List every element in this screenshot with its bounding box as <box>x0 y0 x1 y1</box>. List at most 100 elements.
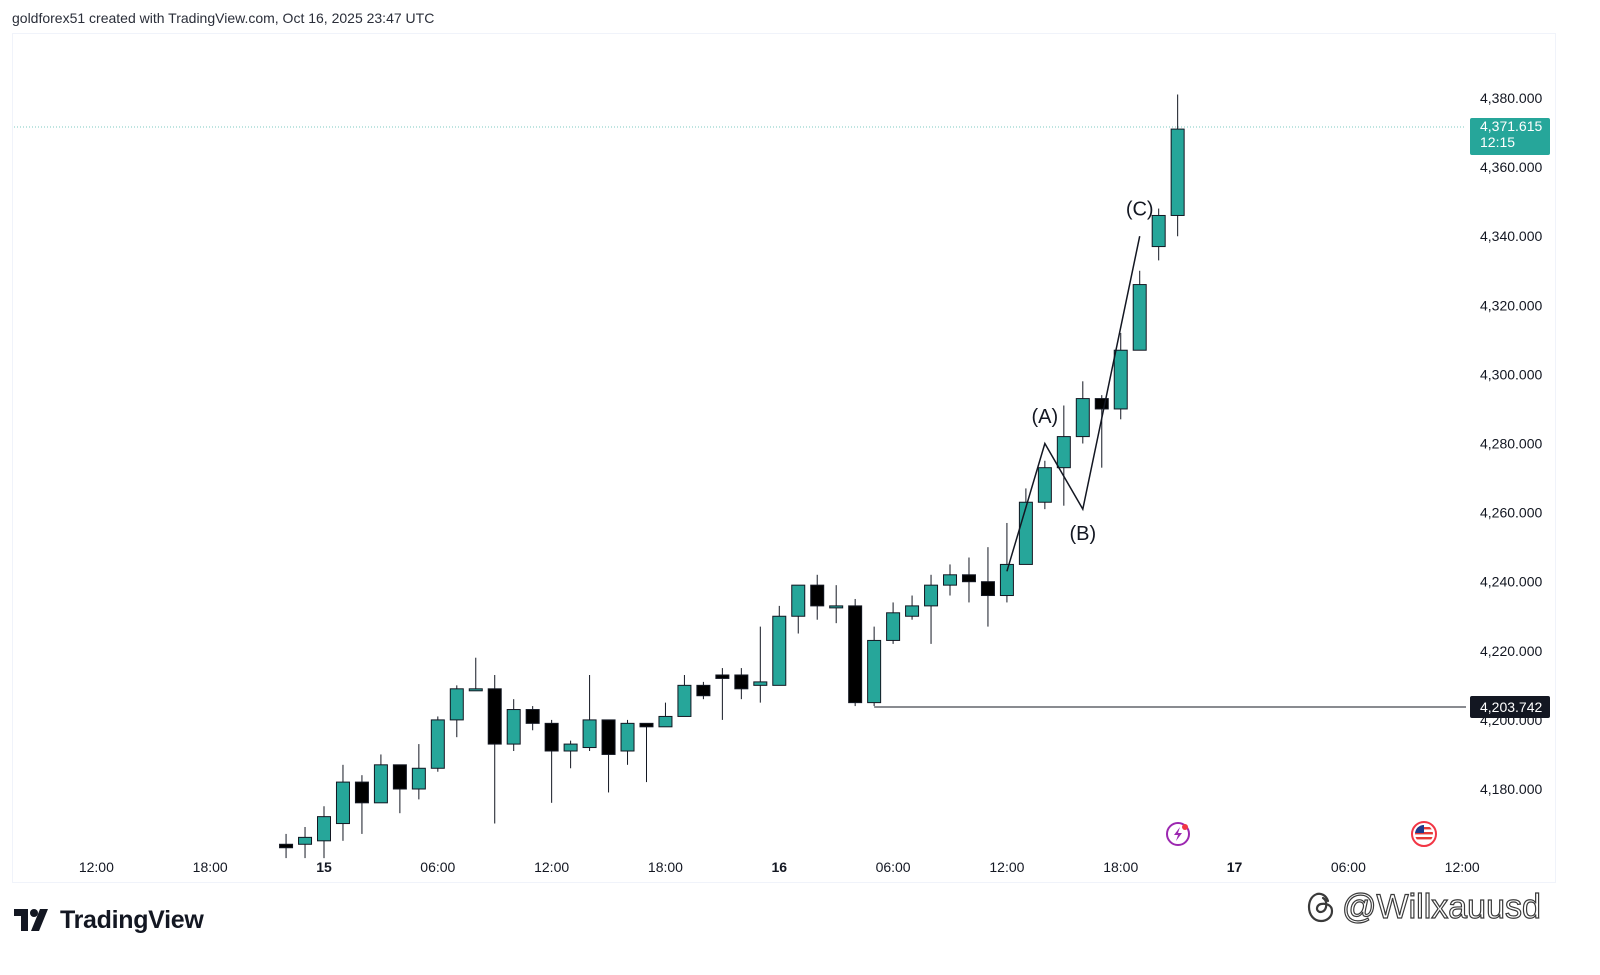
candle <box>772 605 787 686</box>
candle <box>999 522 1014 603</box>
x-tick-label: 16 <box>771 859 787 875</box>
candle <box>298 827 313 859</box>
candle <box>449 685 464 738</box>
y-tick-label: 4,180.000 <box>1480 781 1542 797</box>
x-tick-label: 06:00 <box>1331 859 1366 875</box>
candle-body <box>980 581 995 597</box>
candle-body <box>506 709 521 745</box>
candle-body <box>961 574 976 583</box>
candle <box>468 657 483 692</box>
wave-label: (C) <box>1126 198 1154 220</box>
candle-body <box>867 639 882 704</box>
candle-body <box>999 563 1014 597</box>
candle-body <box>658 715 673 728</box>
candle <box>677 674 692 717</box>
chart-credit: goldforex51 created with TradingView.com… <box>12 10 435 26</box>
x-tick-label: 18:00 <box>648 859 683 875</box>
y-tick-label: 4,380.000 <box>1480 90 1542 106</box>
candle <box>905 595 920 620</box>
candle <box>1170 94 1185 237</box>
x-tick-label: 18:00 <box>193 859 228 875</box>
candle-body <box>1170 128 1185 216</box>
candle <box>696 681 711 700</box>
candle <box>601 719 616 793</box>
candle-body <box>1151 214 1166 248</box>
x-tick-label: 17 <box>1227 859 1243 875</box>
candle-body <box>715 674 730 679</box>
candle-body <box>373 764 388 804</box>
watermark-text: @Willxauusd <box>1341 887 1541 926</box>
candle-body <box>1094 398 1109 410</box>
candle-body <box>449 688 464 721</box>
candle-body <box>639 722 654 728</box>
candle-body <box>582 719 597 749</box>
chart-frame[interactable] <box>12 33 1556 883</box>
candle-body <box>829 605 844 609</box>
candle <box>411 744 426 800</box>
candle <box>829 585 844 624</box>
candle-body <box>298 836 313 845</box>
candle-body <box>734 674 749 690</box>
candle-body <box>677 684 692 717</box>
candle <box>1132 270 1147 351</box>
candle-body <box>563 743 578 752</box>
candle-body <box>1113 349 1128 410</box>
candle <box>943 564 958 596</box>
y-tick-label: 4,340.000 <box>1480 228 1542 244</box>
y-tick-label: 4,360.000 <box>1480 159 1542 175</box>
lightning-event-icon[interactable] <box>1166 822 1190 846</box>
y-tick-label: 4,260.000 <box>1480 505 1542 521</box>
wave-label: (A) <box>1032 406 1059 428</box>
candle-body <box>411 767 426 790</box>
candle <box>1075 381 1090 444</box>
candle <box>734 668 749 700</box>
candle <box>1037 460 1052 510</box>
candle <box>980 547 995 627</box>
candle <box>430 716 445 772</box>
x-tick-label: 12:00 <box>1445 859 1480 875</box>
candle <box>867 626 882 707</box>
level-price-marker-bg <box>1470 695 1550 718</box>
x-tick-label: 15 <box>316 859 332 875</box>
candle <box>279 833 294 859</box>
candle-body <box>392 764 407 790</box>
candle <box>487 674 502 824</box>
candle-body <box>317 816 331 842</box>
candle <box>753 626 768 703</box>
current-price-marker-bg <box>1470 117 1550 155</box>
countdown-label: 12:15 <box>1480 134 1515 150</box>
candle <box>563 740 578 769</box>
candle <box>582 674 597 751</box>
y-tick-label: 4,220.000 <box>1480 643 1542 659</box>
x-tick-label: 06:00 <box>876 859 911 875</box>
candlestick-chart[interactable]: (A)(B)(C) 4,180.0004,200.0004,220.0004,2… <box>0 0 1600 900</box>
level-price-marker: 4,203.742 <box>1470 695 1550 718</box>
candle-body <box>1037 467 1052 503</box>
candle-body <box>468 688 483 692</box>
candle <box>317 806 331 859</box>
candle-body <box>1056 436 1071 469</box>
candle-body <box>601 719 616 755</box>
y-tick-label: 4,320.000 <box>1480 297 1542 313</box>
candle <box>335 764 350 841</box>
candle-body <box>544 722 559 752</box>
us-flag-event-icon[interactable] <box>1411 821 1437 847</box>
candle-body <box>1018 501 1033 565</box>
candle-body <box>848 605 863 704</box>
candle-body <box>430 719 445 769</box>
candle-body <box>905 605 920 617</box>
candle-body <box>791 584 806 617</box>
tradingview-logo-text: TradingView <box>60 905 204 934</box>
candle <box>1056 405 1071 506</box>
candle-body <box>620 722 635 752</box>
candle-body <box>1132 284 1147 351</box>
candle <box>1151 208 1166 261</box>
current-price-label: 4,371.615 <box>1480 118 1542 134</box>
level-price-label: 4,203.742 <box>1480 699 1542 715</box>
candle <box>924 574 939 644</box>
candle-body <box>772 615 787 686</box>
x-tick-label: 12:00 <box>79 859 114 875</box>
tradingview-logo[interactable]: TradingView <box>14 903 204 937</box>
candle-body <box>943 574 958 586</box>
